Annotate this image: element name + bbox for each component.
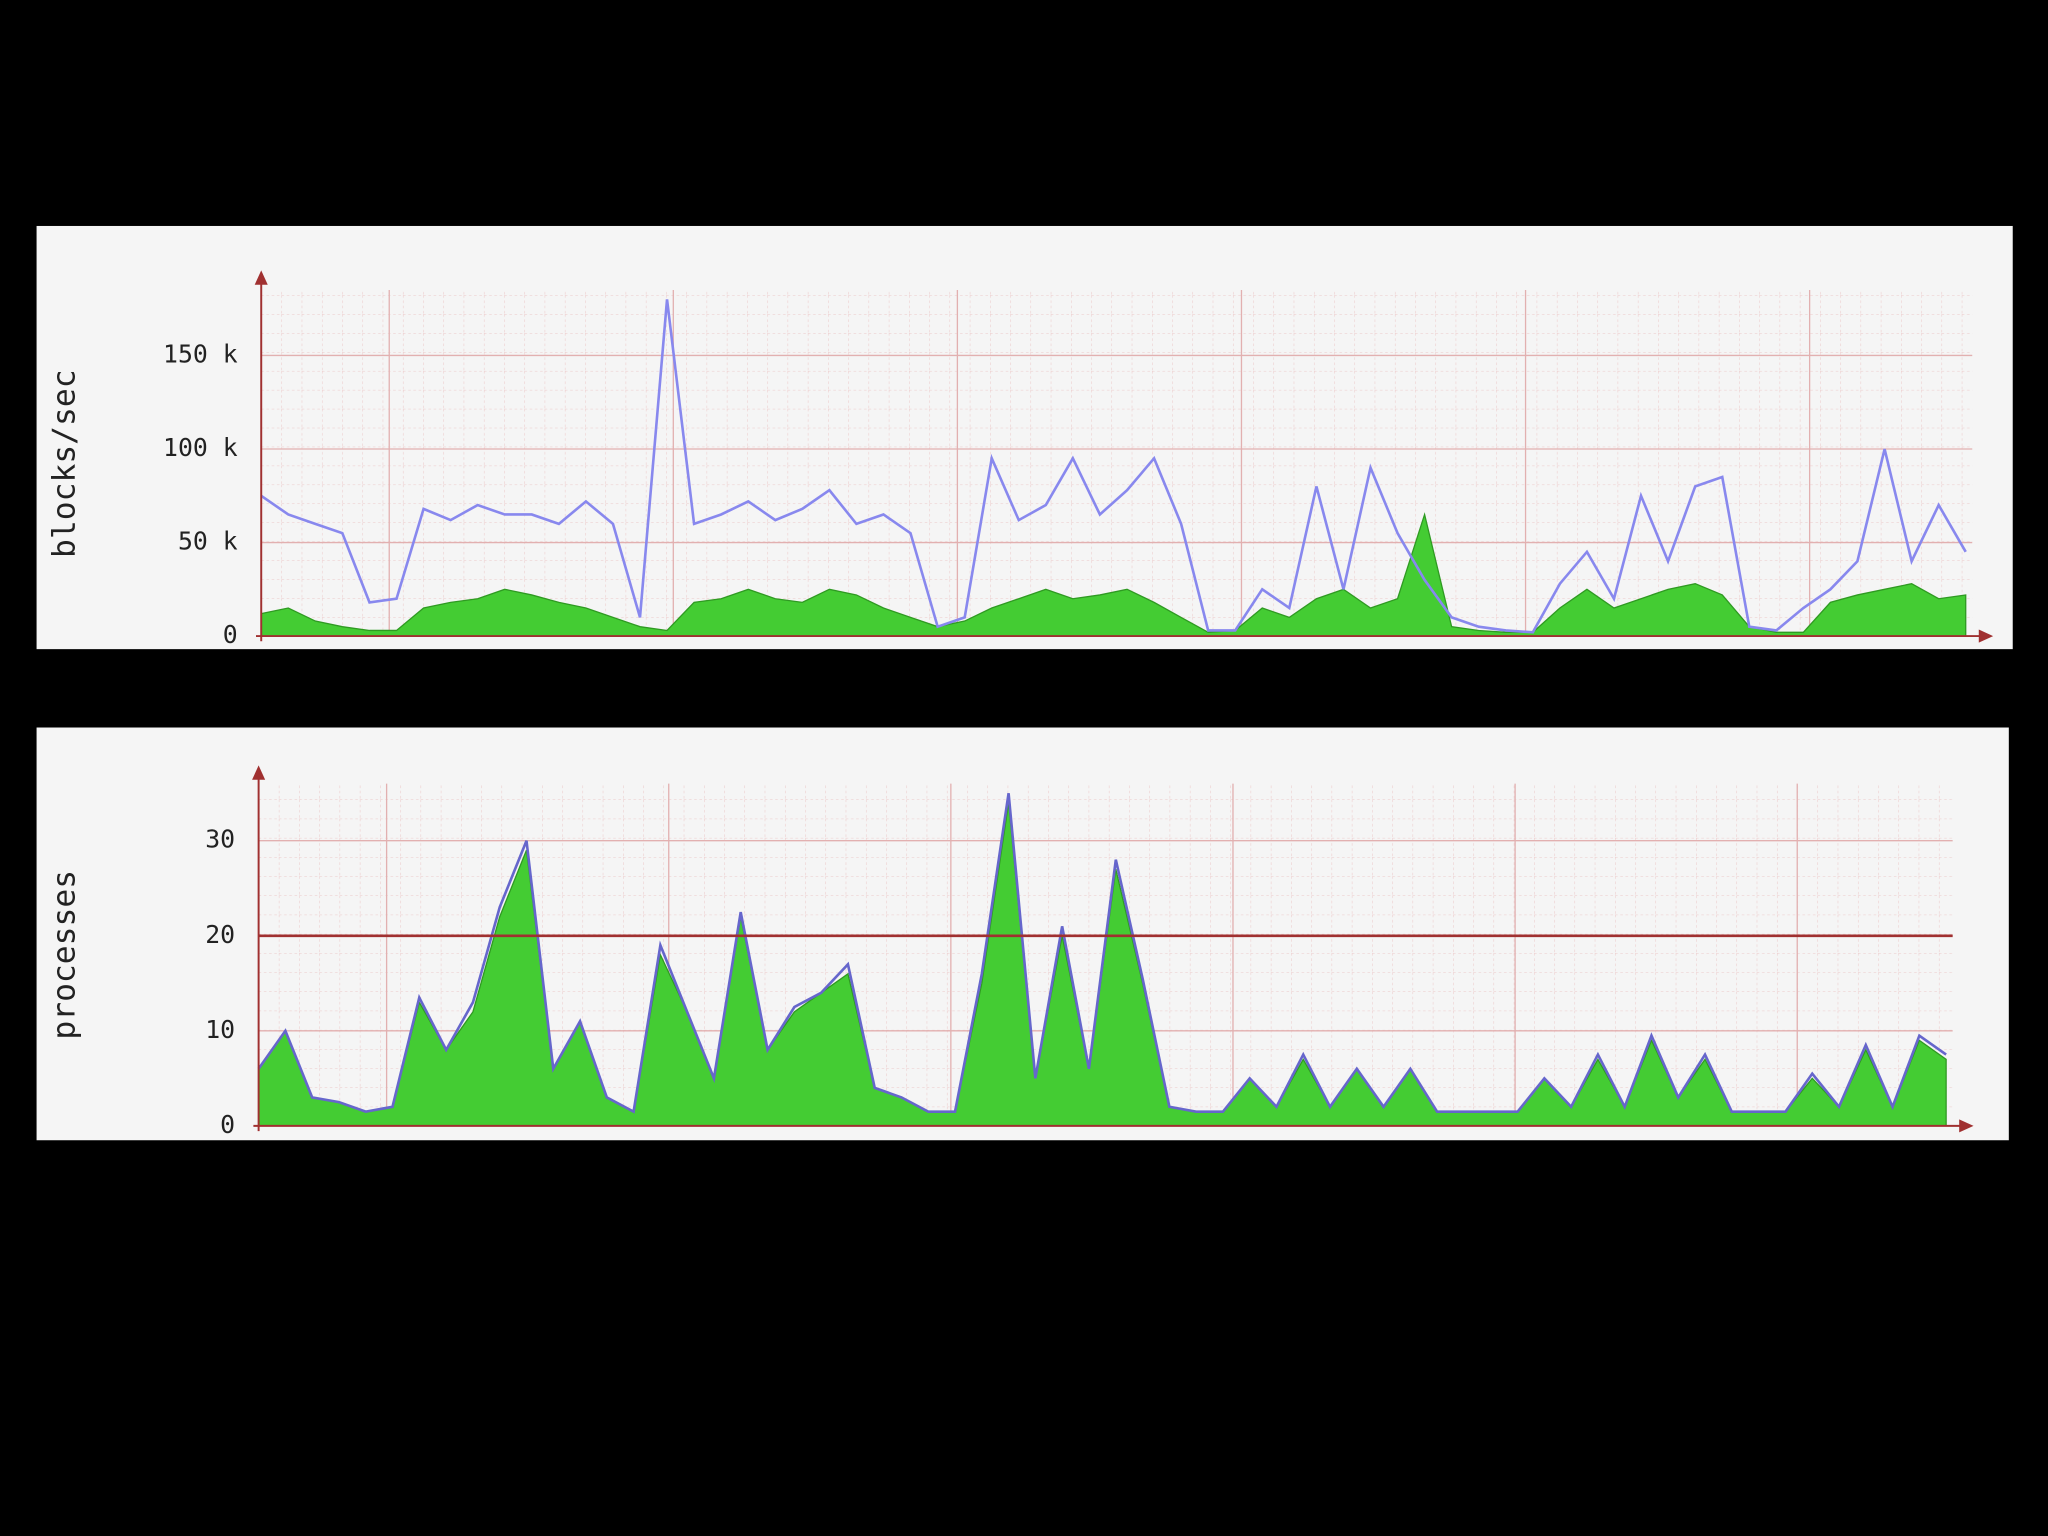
line	[260, 299, 1967, 634]
y-tick-label: 30	[205, 825, 235, 854]
y-tick-label: 50 k	[178, 527, 238, 556]
axis-arrow	[254, 270, 268, 285]
y-tick-label: 100 k	[163, 433, 238, 462]
y-tick-label: 0	[223, 620, 238, 649]
axis-arrow	[1959, 1119, 1974, 1133]
y-tick-label: 10	[205, 1015, 235, 1044]
axis-arrow	[1978, 629, 1994, 643]
axis-arrow	[252, 765, 266, 780]
y-tick-label: 0	[220, 1110, 235, 1139]
y-tick-label: 150 k	[163, 339, 238, 368]
line	[257, 793, 1947, 1114]
minor-grid	[261, 289, 1973, 637]
y-axis-title: blocks/sec	[46, 369, 82, 558]
y-tick-label: 20	[205, 920, 235, 949]
y-axis-title: processes	[46, 870, 82, 1040]
